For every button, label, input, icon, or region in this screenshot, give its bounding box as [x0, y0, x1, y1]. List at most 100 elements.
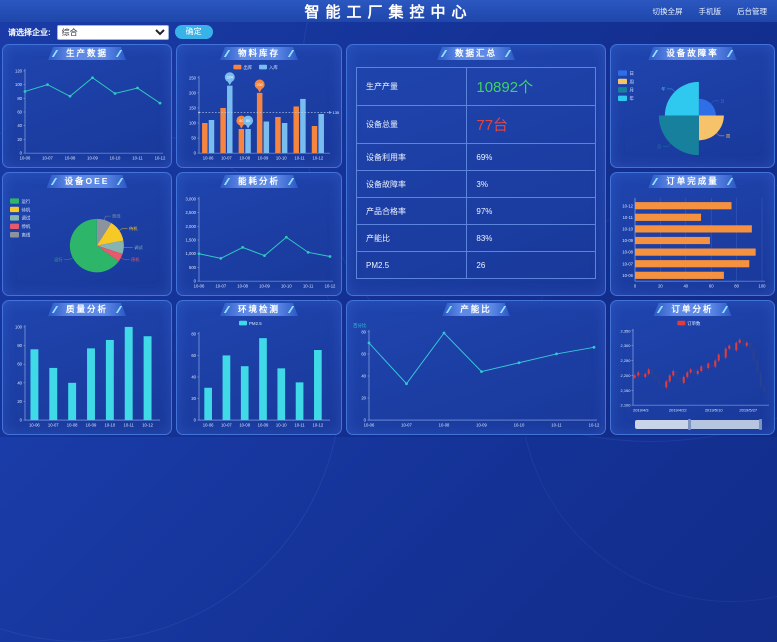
datazoom-selected-range[interactable] [688, 420, 762, 429]
panel-title: 物料库存 [237, 48, 280, 58]
title-arrow-right-icon [500, 306, 506, 313]
svg-text:100: 100 [15, 324, 23, 329]
svg-text:停机: 停机 [21, 223, 30, 230]
svg-text:10-07: 10-07 [221, 423, 232, 428]
panel-fault-rate-header: 设备故障率 [648, 47, 737, 60]
summary-label: 生产产量 [355, 67, 468, 106]
svg-text:2,200: 2,200 [621, 373, 632, 378]
svg-text:10-12: 10-12 [325, 284, 336, 289]
dashboard-grid: 生产数据 0 20 40 60 80 100 120 10-06 10-07 10-08 10-09… [0, 42, 777, 437]
svg-text:10-10: 10-10 [281, 284, 292, 289]
svg-text:10-08: 10-08 [65, 156, 76, 161]
summary-label: 设备总量 [355, 105, 468, 144]
confirm-button[interactable]: 确定 [174, 25, 213, 39]
svg-text:2019/5/10: 2019/5/10 [705, 408, 724, 413]
summary-row: 设备利用率 69% [355, 143, 596, 171]
summary-row: 产能比 83% [355, 224, 596, 252]
order-analysis-datazoom-slider[interactable] [635, 419, 762, 430]
panel-orders-done: 订单完成量 0 20 40 60 80 100 10-12 10-11 10-10 10-09 10… [610, 172, 775, 296]
summary-label: 产品合格率 [355, 197, 468, 225]
svg-text:2,350: 2,350 [621, 328, 632, 333]
panel-title: 订单分析 [671, 304, 714, 314]
title-arrow-left-icon [446, 306, 452, 313]
svg-text:10-06: 10-06 [20, 156, 31, 161]
svg-text:0: 0 [20, 151, 23, 156]
svg-text:日: 日 [720, 98, 724, 104]
svg-text:100: 100 [759, 284, 767, 289]
panel-environment-header: 环境检测 [220, 303, 298, 316]
svg-text:2019/5/27: 2019/5/27 [739, 408, 757, 413]
svg-text:3,000: 3,000 [186, 196, 197, 201]
svg-text:60: 60 [17, 110, 22, 115]
svg-text:10-07: 10-07 [42, 156, 53, 161]
svg-text:出库: 出库 [243, 64, 252, 71]
svg-text:2,250: 2,250 [621, 358, 632, 363]
svg-text:10-06: 10-06 [203, 156, 214, 161]
summary-row: 产品合格率 97% [355, 197, 596, 225]
svg-text:年: 年 [661, 85, 666, 92]
svg-text:10-10: 10-10 [276, 156, 287, 161]
company-select[interactable]: 综合 [56, 24, 169, 40]
svg-text:10-07: 10-07 [622, 261, 633, 266]
svg-text:10-09: 10-09 [259, 284, 270, 289]
svg-text:10-10: 10-10 [276, 423, 287, 428]
filter-bar: 请选择企业: 综合 确定 [0, 22, 777, 42]
title-arrow-right-icon [288, 306, 294, 313]
svg-text:80: 80 [17, 343, 22, 348]
svg-text:80: 80 [191, 331, 196, 336]
svg-text:10-06: 10-06 [203, 423, 214, 428]
admin-backend-button[interactable]: 后台管理 [737, 6, 767, 16]
svg-text:10-06: 10-06 [194, 284, 205, 289]
title-arrow-left-icon [224, 178, 230, 185]
svg-text:离线: 离线 [112, 213, 121, 220]
svg-text:10-11: 10-11 [294, 156, 305, 161]
mobile-version-button[interactable]: 手机版 [698, 6, 722, 16]
svg-text:10-09: 10-09 [622, 238, 633, 243]
svg-text:月: 月 [630, 88, 634, 94]
panel-title: 生产数据 [65, 48, 108, 58]
panel-title: 能耗分析 [237, 176, 280, 186]
svg-text:224: 224 [227, 76, 233, 80]
order-candlestick-chart: 2,100 2,150 2,200 2,250 2,300 2,350 2019/4/3 20… [621, 320, 769, 413]
panel-inventory-header: 物料库存 [220, 47, 298, 60]
panel-oee: 设备OEE 离线 待机 调试 停机 运行 运行 待机 调试 停机 离线 [2, 172, 172, 296]
panel-environment: 环境检测 0 20 40 60 80 10-06 10-07 10-08 10-09 10-10 1… [176, 300, 342, 435]
svg-text:运行: 运行 [21, 198, 30, 205]
svg-text:10-10: 10-10 [514, 423, 525, 428]
svg-text:10-12: 10-12 [622, 203, 633, 208]
summary-value: 77台 [466, 105, 596, 144]
panel-order-analysis-header: 订单分析 [653, 303, 731, 316]
svg-text:10-06: 10-06 [364, 423, 375, 428]
header: 智能工厂集控中心 切换全屏 手机版 后台管理 [0, 0, 777, 22]
title-arrow-right-icon [116, 306, 122, 313]
page-title: 智能工厂集控中心 [304, 3, 473, 21]
datazoom-right-handle[interactable] [759, 419, 762, 430]
svg-text:10-12: 10-12 [589, 423, 600, 428]
svg-text:2,500: 2,500 [186, 210, 197, 215]
summary-value: 3% [466, 170, 596, 198]
svg-text:200: 200 [257, 83, 263, 87]
title-arrow-right-icon [288, 50, 294, 57]
header-links: 切换全屏 手机版 后台管理 [653, 0, 768, 22]
datazoom-left-handle[interactable] [688, 419, 692, 430]
panel-fault-rate: 设备故障率 日周月年日周月年 [610, 44, 775, 168]
panel-quality-header: 质量分析 [48, 303, 126, 316]
panel-summary: 数据汇总 生产产量 10892个 设备总量 77台 设备利用率 69% 设备故障率 3% 产品合… [346, 44, 606, 296]
fullscreen-toggle-button[interactable]: 切换全屏 [652, 6, 683, 16]
panel-title: 设备OEE [64, 176, 110, 186]
svg-text:10-06: 10-06 [29, 423, 40, 428]
panel-capacity-header: 产能比 [442, 303, 510, 316]
svg-text:80: 80 [361, 329, 366, 334]
svg-text:10-11: 10-11 [303, 284, 314, 289]
svg-text:20: 20 [17, 399, 22, 404]
svg-text:0: 0 [634, 284, 637, 289]
svg-text:10-11: 10-11 [124, 423, 135, 428]
svg-text:订单数: 订单数 [687, 320, 701, 327]
svg-text:120: 120 [15, 68, 23, 73]
svg-text:60: 60 [361, 351, 366, 356]
title-arrow-left-icon [652, 50, 658, 57]
svg-text:月: 月 [657, 144, 661, 150]
energy-line-chart: 0 500 1,000 1,500 2,000 2,500 3,000 10-06 10-07 1… [186, 196, 336, 289]
